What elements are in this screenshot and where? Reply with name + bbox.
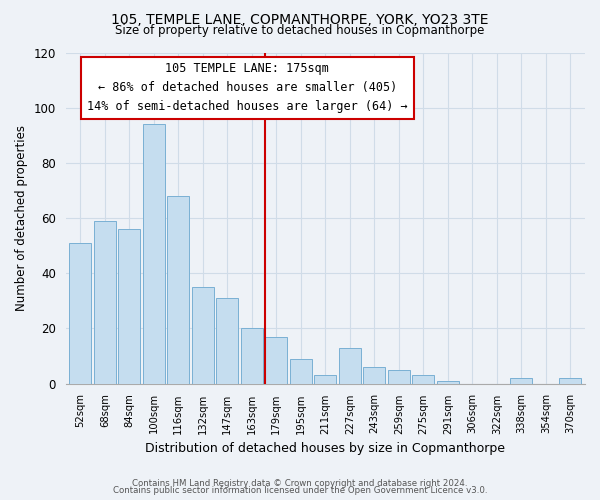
Text: Contains HM Land Registry data © Crown copyright and database right 2024.: Contains HM Land Registry data © Crown c… (132, 478, 468, 488)
Bar (363, 367, 385, 384)
Bar (265, 336, 287, 384)
Bar (217, 298, 238, 384)
Bar (167, 196, 190, 384)
Bar (314, 376, 337, 384)
Bar (70, 243, 91, 384)
Bar (412, 376, 434, 384)
Text: Contains public sector information licensed under the Open Government Licence v3: Contains public sector information licen… (113, 486, 487, 495)
Bar (437, 381, 459, 384)
Bar (192, 287, 214, 384)
Bar (510, 378, 532, 384)
Bar (143, 124, 165, 384)
X-axis label: Distribution of detached houses by size in Copmanthorpe: Distribution of detached houses by size … (145, 442, 505, 455)
Bar (290, 358, 312, 384)
Bar (94, 221, 116, 384)
Text: 105, TEMPLE LANE, COPMANTHORPE, YORK, YO23 3TE: 105, TEMPLE LANE, COPMANTHORPE, YORK, YO… (111, 12, 489, 26)
Y-axis label: Number of detached properties: Number of detached properties (15, 125, 28, 311)
Bar (339, 348, 361, 384)
Text: Size of property relative to detached houses in Copmanthorpe: Size of property relative to detached ho… (115, 24, 485, 37)
Bar (118, 229, 140, 384)
Bar (388, 370, 410, 384)
Text: 105 TEMPLE LANE: 175sqm
← 86% of detached houses are smaller (405)
14% of semi-d: 105 TEMPLE LANE: 175sqm ← 86% of detache… (87, 62, 408, 114)
Bar (241, 328, 263, 384)
Bar (559, 378, 581, 384)
